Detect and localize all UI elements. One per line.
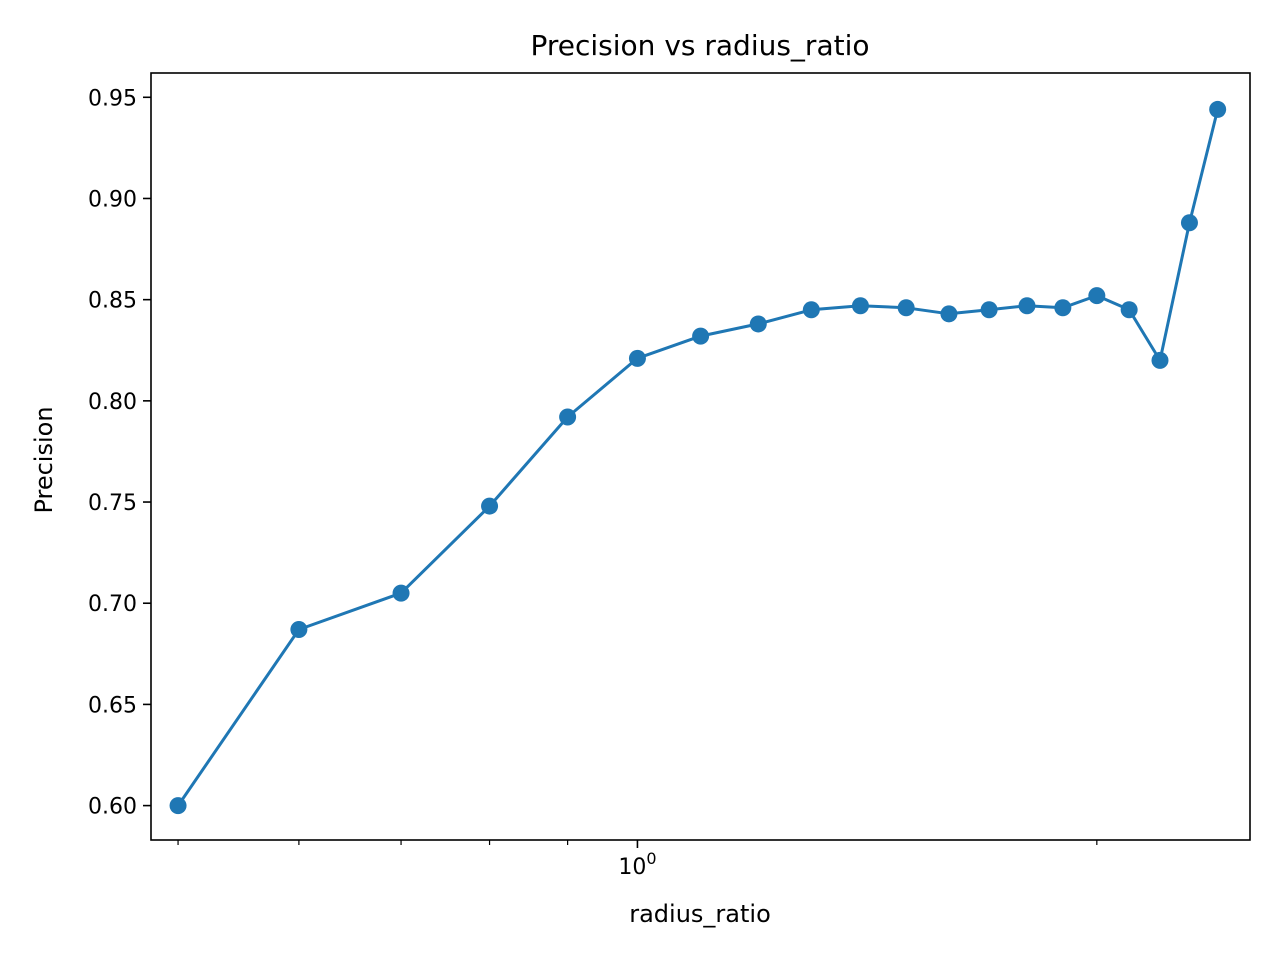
data-point bbox=[749, 315, 767, 333]
data-point bbox=[1151, 351, 1169, 369]
y-tick-label: 0.80 bbox=[88, 390, 137, 415]
data-point bbox=[940, 305, 958, 323]
series-line bbox=[176, 109, 1220, 807]
data-point bbox=[1209, 100, 1227, 118]
data-point bbox=[980, 301, 998, 319]
y-axis: 0.60 0.65 0.70 0.75 0.80 0.85 0.90 0.95 bbox=[88, 86, 151, 820]
y-tick-label: 0.95 bbox=[88, 86, 137, 111]
data-point bbox=[1120, 301, 1138, 319]
x-axis-label: radius_ratio bbox=[629, 900, 771, 928]
data-point bbox=[1180, 214, 1198, 232]
data-point bbox=[692, 327, 710, 345]
data-point bbox=[392, 584, 410, 602]
data-point bbox=[559, 408, 577, 426]
y-tick-label: 0.65 bbox=[88, 693, 137, 718]
series bbox=[169, 100, 1227, 815]
data-point bbox=[1018, 297, 1036, 315]
data-point bbox=[628, 349, 646, 367]
data-point bbox=[897, 299, 915, 317]
data-point bbox=[481, 497, 499, 515]
x-tick-base: 10 bbox=[618, 855, 646, 880]
x-major-tick-label: 100 bbox=[618, 849, 656, 880]
y-axis-label: Precision bbox=[30, 406, 58, 513]
chart-title: Precision vs radius_ratio bbox=[530, 29, 869, 62]
x-tick-exponent: 0 bbox=[646, 849, 656, 868]
data-point bbox=[802, 301, 820, 319]
data-point bbox=[290, 621, 308, 639]
y-tick-label: 0.75 bbox=[88, 491, 137, 516]
data-point bbox=[1054, 299, 1072, 317]
y-tick-label: 0.60 bbox=[88, 795, 137, 820]
data-point bbox=[851, 297, 869, 315]
plot-frame bbox=[150, 72, 1251, 841]
data-point bbox=[1088, 287, 1106, 305]
y-tick-label: 0.85 bbox=[88, 289, 137, 314]
data-point bbox=[169, 797, 187, 815]
y-tick-label: 0.90 bbox=[88, 187, 137, 212]
y-tick-label: 0.70 bbox=[88, 592, 137, 617]
x-axis: 100 bbox=[177, 840, 1098, 880]
